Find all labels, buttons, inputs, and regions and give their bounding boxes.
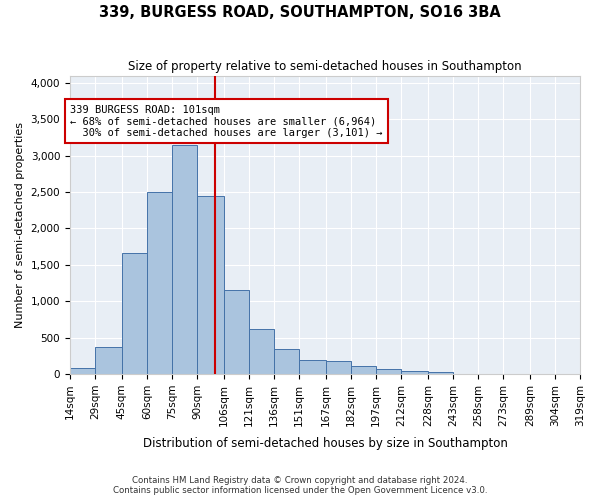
Bar [122,253,147,374]
X-axis label: Distribution of semi-detached houses by size in Southampton: Distribution of semi-detached houses by … [143,437,508,450]
Bar [376,370,401,374]
Bar [274,348,299,374]
Bar [299,360,326,374]
Text: Contains HM Land Registry data © Crown copyright and database right 2024.
Contai: Contains HM Land Registry data © Crown c… [113,476,487,495]
Bar [249,329,274,374]
Bar [147,192,172,374]
Y-axis label: Number of semi-detached properties: Number of semi-detached properties [15,122,25,328]
Bar [326,360,351,374]
Bar [70,368,95,374]
Bar [95,347,122,374]
Bar [401,371,428,374]
Bar [224,290,249,374]
Bar [428,372,453,374]
Text: 339, BURGESS ROAD, SOUTHAMPTON, SO16 3BA: 339, BURGESS ROAD, SOUTHAMPTON, SO16 3BA [99,5,501,20]
Text: 339 BURGESS ROAD: 101sqm
← 68% of semi-detached houses are smaller (6,964)
  30%: 339 BURGESS ROAD: 101sqm ← 68% of semi-d… [70,104,382,138]
Title: Size of property relative to semi-detached houses in Southampton: Size of property relative to semi-detach… [128,60,522,73]
Bar [351,366,376,374]
Bar [197,196,224,374]
Bar [172,144,197,374]
